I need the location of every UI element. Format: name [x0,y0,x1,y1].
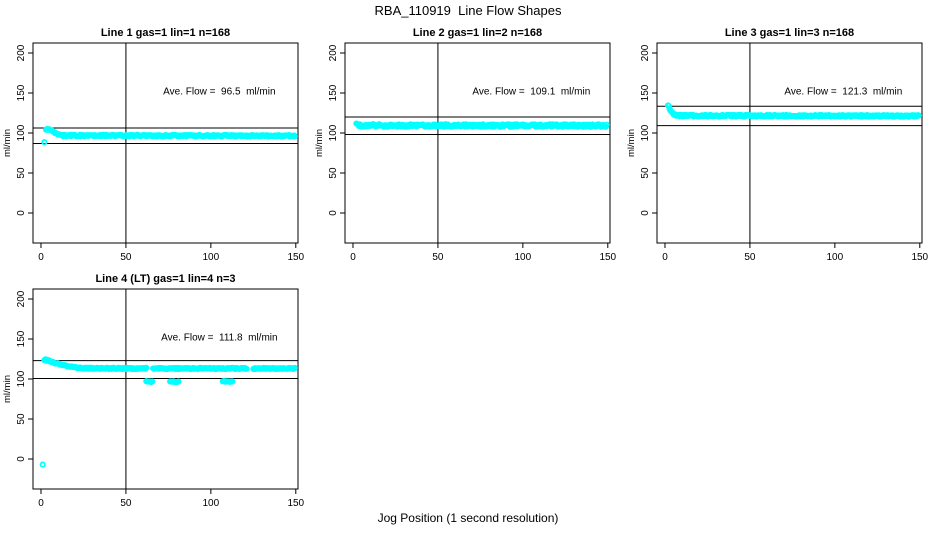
panel-line-3: 0 50 100 150 0 50 100 150 200 Line 3 gas=1 lin=3 … [626,27,929,263]
plot-box [656,42,923,244]
panel-title: Line 3 gas=1 lin=3 n=168 [725,27,854,39]
ave-flow-annotation: Ave. Flow = 121.3 ml/min [784,87,902,98]
data-point [291,133,298,140]
axes: 0 50 100 150 0 50 100 150 200 [16,290,305,509]
y-tick-label: 100 [328,124,339,141]
reference-lines [657,43,922,243]
scatter-points [353,120,610,130]
reference-lines [33,43,298,243]
reference-lines [345,43,610,243]
plot-box [32,42,299,244]
panel-line-2: 0 50 100 150 0 50 100 150 200 Line 2 gas=1 lin=2 … [314,27,617,263]
y-tick-label: 0 [640,210,651,216]
x-tick-label: 100 [203,252,220,263]
axes: 0 50 100 150 0 50 100 150 200 [16,44,305,263]
data-point [149,378,156,385]
x-tick-label: 150 [599,252,616,263]
plot-box [32,288,299,490]
y-axis-label: ml/min [314,129,325,157]
y-tick-label: 200 [640,44,651,61]
data-point [39,461,46,468]
y-tick-label: 150 [328,84,339,101]
x-tick-label: 150 [287,498,304,509]
y-tick-label: 50 [16,413,27,425]
x-tick-label: 100 [203,498,220,509]
y-tick-label: 100 [640,124,651,141]
panel-line-1: 0 50 100 150 0 50 100 150 200 Line 1 gas=1 lin=1 … [2,27,305,263]
y-tick-label: 150 [640,84,651,101]
empty-panel-cell [624,266,936,512]
ave-flow-annotation: Ave. Flow = 111.8 ml/min [161,333,277,344]
x-tick-label: 100 [827,252,844,263]
y-tick-label: 0 [328,210,339,216]
y-tick-label: 200 [328,44,339,61]
ave-flow-annotation: Ave. Flow = 96.5 ml/min [163,87,275,98]
figure-title: RBA_110919 Line Flow Shapes [374,3,562,18]
data-point [291,364,298,372]
data-point [243,365,250,372]
axes: 0 50 100 150 0 50 100 150 200 [640,44,929,263]
y-tick-label: 150 [16,330,27,347]
y-tick-label: 100 [16,370,27,387]
data-point [175,378,182,385]
scatter-points [39,356,298,468]
data-point [41,139,48,146]
reference-lines [33,289,298,489]
figure-x-axis-label: Jog Position (1 second resolution) [377,511,559,525]
x-tick-label: 0 [662,252,668,263]
panel-title: Line 4 (LT) gas=1 lin=4 n=3 [95,273,235,285]
x-tick-label: 150 [287,252,304,263]
y-tick-label: 200 [16,44,27,61]
x-tick-label: 0 [38,498,44,509]
panel-title: Line 1 gas=1 lin=1 n=168 [101,27,230,39]
y-tick-label: 0 [16,456,27,462]
data-point [915,112,922,119]
x-tick-label: 50 [744,252,756,263]
y-tick-label: 200 [16,290,27,307]
x-tick-label: 50 [120,498,132,509]
data-point [143,364,150,371]
scatter-points [41,126,298,146]
data-point [229,378,236,385]
plot-box [344,42,611,244]
data-point [603,121,610,128]
axes: 0 50 100 150 0 50 100 150 200 [328,44,617,263]
x-tick-label: 100 [515,252,532,263]
y-tick-label: 0 [16,210,27,216]
y-axis-label: ml/min [626,129,637,157]
y-tick-label: 150 [16,84,27,101]
x-tick-label: 150 [911,252,928,263]
empty-panel-cell [312,266,624,512]
panel-title: Line 2 gas=1 lin=2 n=168 [413,27,542,39]
x-tick-label: 0 [350,252,356,263]
y-tick-label: 50 [16,167,27,179]
y-tick-label: 50 [328,167,339,179]
x-tick-label: 50 [120,252,132,263]
x-tick-label: 50 [432,252,444,263]
y-axis-label: ml/min [2,129,13,157]
x-tick-label: 0 [38,252,44,263]
scatter-points [664,102,922,120]
panel-grid: 0 50 100 150 0 50 100 150 200 Line 1 gas=1 lin=1 … [0,20,936,512]
y-tick-label: 100 [16,124,27,141]
y-tick-label: 50 [640,167,651,179]
panel-line-4: 0 50 100 150 0 50 100 150 200 Line 4 (LT) gas=1 l… [2,273,305,509]
y-axis-label: ml/min [2,375,13,403]
ave-flow-annotation: Ave. Flow = 109.1 ml/min [472,87,590,98]
